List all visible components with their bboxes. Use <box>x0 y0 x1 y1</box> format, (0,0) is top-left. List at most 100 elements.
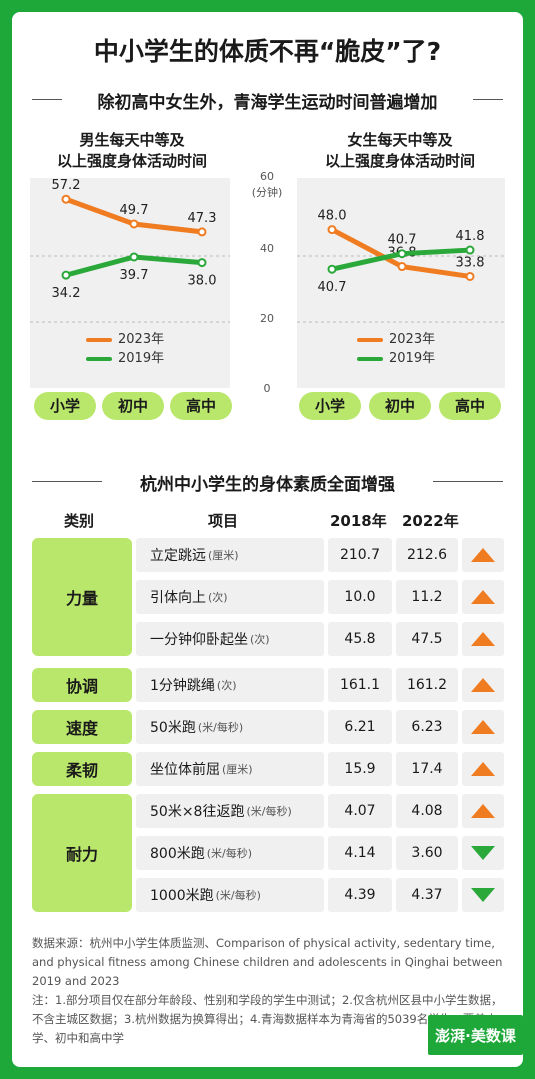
divider <box>32 481 102 482</box>
table-row-item: 50米跑 (米/每秒) <box>136 710 324 744</box>
page-title: 中小学生的体质不再“脆皮”了? <box>93 37 442 66</box>
col-header-2018: 2018年 <box>330 512 387 530</box>
value-2022: 6.23 <box>396 710 458 744</box>
trend-down-icon <box>462 836 504 870</box>
data-label: 38.0 <box>188 274 217 289</box>
y-tick-20: 20 <box>260 312 274 325</box>
data-point <box>465 245 475 255</box>
line-charts: 57.249.747.334.239.738.048.036.833.840.7… <box>30 178 505 323</box>
data-label: 33.8 <box>456 255 485 270</box>
item-name: 一分钟仰卧起坐 <box>150 632 248 648</box>
section-subtitle: 除初高中女生外，青海学生运动时间普遍增加 <box>12 88 523 113</box>
data-point <box>129 219 139 229</box>
trend-up-icon <box>462 710 504 744</box>
table-row-item: 一分钟仰卧起坐 (次) <box>136 622 324 656</box>
data-source: 数据来源：杭州中小学生体质监测、Comparison of physical a… <box>32 936 503 988</box>
boys-cat-primary: 小学 <box>34 392 96 420</box>
category-coordination: 协调 <box>32 668 132 702</box>
item-unit: (米/每秒) <box>246 805 292 818</box>
value-2018: 4.39 <box>328 878 392 912</box>
item-unit: (米/每秒) <box>206 847 253 860</box>
data-note: 注：1.部分项目仅在部分年龄段、性别和学段的学生中测试；2.仅含杭州区县中小学生… <box>32 993 503 1045</box>
value-2018: 45.8 <box>328 622 392 656</box>
value-2022: 4.08 <box>396 794 458 828</box>
item-name: 引体向上 <box>150 590 206 606</box>
y-tick-60: 60 <box>260 170 274 183</box>
trend-down-icon <box>462 878 504 912</box>
data-point <box>61 194 71 204</box>
trend-up-icon <box>462 752 504 786</box>
category-speed: 速度 <box>32 710 132 744</box>
boys-chart-title: 男生每天中等及 以上强度身体活动时间 <box>32 130 232 172</box>
data-label: 49.7 <box>120 203 149 218</box>
data-point <box>465 271 475 281</box>
data-label: 57.2 <box>52 178 81 193</box>
data-label: 34.2 <box>52 286 81 301</box>
category-flexibility: 柔韧 <box>32 752 132 786</box>
girls-title-line2: 以上强度身体活动时间 <box>324 152 475 170</box>
table-row-item: 1000米跑 (米/每秒) <box>136 878 324 912</box>
table-title-text: 杭州中小学生的身体素质全面增强 <box>140 475 395 495</box>
girls-chart-panel <box>297 178 505 388</box>
boys-legend-2019: 2019年 <box>86 347 164 366</box>
data-point <box>197 227 207 237</box>
table-row-item: 引体向上 (次) <box>136 580 324 614</box>
table-row-item: 800米跑 (米/每秒) <box>136 836 324 870</box>
brand-logo: 澎湃·美数课 <box>428 1015 523 1055</box>
subtitle-text: 除初高中女生外，青海学生运动时间普遍增加 <box>97 93 438 113</box>
item-unit: (厘米) <box>208 549 239 562</box>
trend-up-icon <box>462 668 504 702</box>
value-2018: 210.7 <box>328 538 392 572</box>
data-label: 40.7 <box>388 233 417 248</box>
item-unit: (次) <box>216 679 237 692</box>
boys-title-rest: 每天中等及 <box>109 131 185 149</box>
data-point <box>197 258 207 268</box>
item-name: 50米×8往返跑 <box>150 804 245 820</box>
boys-cat-high: 高中 <box>170 392 232 420</box>
item-name: 1000米跑 <box>150 888 214 904</box>
item-name: 50米跑 <box>150 720 196 736</box>
boys-title-highlight: 男生 <box>79 131 110 149</box>
value-2022: 17.4 <box>396 752 458 786</box>
divider <box>433 481 503 482</box>
col-header-item: 项目 <box>208 512 239 530</box>
divider <box>473 99 503 100</box>
col-header-category: 类别 <box>64 512 95 530</box>
item-unit: (厘米) <box>222 763 253 776</box>
girls-cat-middle: 初中 <box>369 392 431 420</box>
footer-notes: 数据来源：杭州中小学生体质监测、Comparison of physical a… <box>32 934 507 1048</box>
girls-title-highlight: 女生 <box>347 131 378 149</box>
value-2022: 47.5 <box>396 622 458 656</box>
data-point <box>61 270 71 280</box>
table-row-item: 立定跳远 (厘米) <box>136 538 324 572</box>
data-point <box>327 225 337 235</box>
trend-up-icon <box>462 538 504 572</box>
boys-chart-panel <box>30 178 230 388</box>
boys-legend-2023: 2023年 <box>86 328 164 347</box>
category-endurance: 耐力 <box>32 794 132 912</box>
infographic-card: 中小学生的体质不再“脆皮”了? 除初高中女生外，青海学生运动时间普遍增加 男生每… <box>12 12 523 1067</box>
value-2018: 6.21 <box>328 710 392 744</box>
value-2022: 161.2 <box>396 668 458 702</box>
item-unit: (次) <box>250 633 270 646</box>
data-point <box>397 249 407 259</box>
table-row-item: 坐位体前屈 (厘米) <box>136 752 324 786</box>
table-row-item: 50米×8往返跑 (米/每秒) <box>136 794 324 828</box>
y-unit-label: (分钟) <box>251 186 283 199</box>
value-2018: 15.9 <box>328 752 392 786</box>
data-point <box>327 264 337 274</box>
girls-chart-title: 女生每天中等及 以上强度身体活动时间 <box>297 130 503 172</box>
trend-up-icon <box>462 794 504 828</box>
trend-up-icon <box>462 580 504 614</box>
girls-cat-primary: 小学 <box>299 392 361 420</box>
data-point <box>397 262 407 272</box>
data-label: 40.7 <box>318 280 347 295</box>
value-2018: 4.14 <box>328 836 392 870</box>
item-name: 1分钟跳绳 <box>150 678 215 694</box>
table-row-item: 1分钟跳绳 (次) <box>136 668 324 702</box>
item-name: 坐位体前屈 <box>150 762 220 778</box>
item-unit: (米/每秒) <box>215 889 261 902</box>
col-header-2022: 2022年 <box>402 512 459 530</box>
y-tick-40: 40 <box>260 242 274 255</box>
item-name: 800米跑 <box>150 846 205 862</box>
